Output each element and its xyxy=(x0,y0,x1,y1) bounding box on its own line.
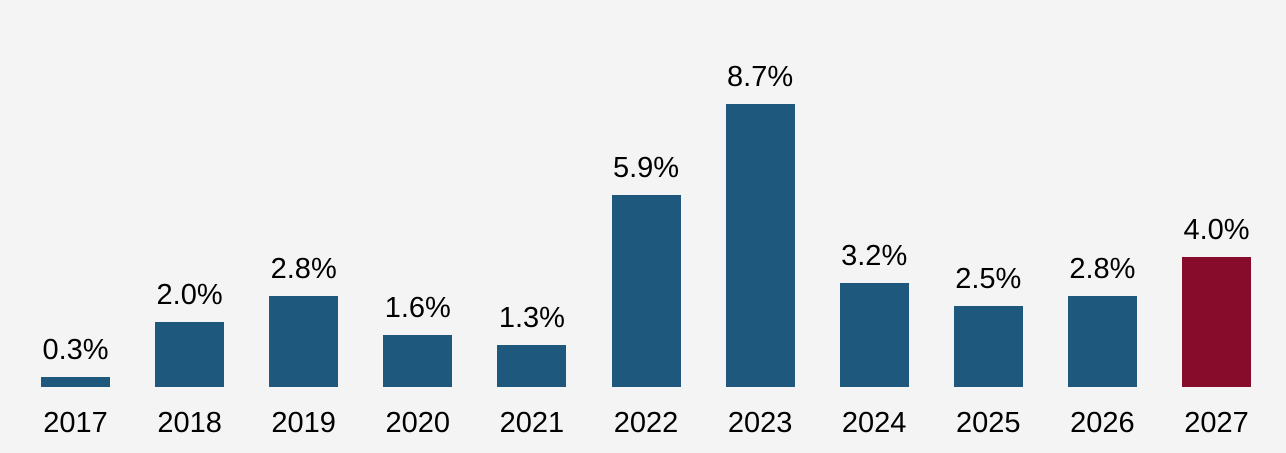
bar-value-label: 0.3% xyxy=(42,334,109,366)
bar-value-label: 3.2% xyxy=(841,240,908,272)
x-axis-label: 2020 xyxy=(385,407,451,439)
x-axis-label: 2025 xyxy=(956,407,1021,439)
bar-2017 xyxy=(41,377,110,387)
x-axis-label: 2023 xyxy=(727,407,793,439)
bar-2020 xyxy=(383,335,453,387)
x-axis-label: 2019 xyxy=(271,407,336,439)
bar-2026 xyxy=(1067,296,1137,387)
bar-2027 xyxy=(1182,257,1251,387)
x-axis-label: 2022 xyxy=(613,407,679,439)
bar-value-label: 4.0% xyxy=(1183,214,1250,246)
bar-value-label: 1.3% xyxy=(498,302,565,334)
x-axis-label: 2018 xyxy=(157,407,222,439)
bar-value-label: 5.9% xyxy=(612,152,680,184)
bar-2021 xyxy=(497,345,567,387)
bar-2023 xyxy=(725,104,795,387)
bar-value-label: 8.7% xyxy=(727,61,794,93)
bar-value-label: 2.8% xyxy=(270,253,337,285)
x-axis-label: 2026 xyxy=(1070,407,1135,439)
x-axis-label: 2027 xyxy=(1184,407,1249,439)
x-axis-label: 2021 xyxy=(499,407,565,439)
bar-value-label: 1.6% xyxy=(384,292,451,324)
bar-value-label: 2.0% xyxy=(156,279,223,311)
bar-value-label: 2.8% xyxy=(1069,253,1136,285)
bar-2018 xyxy=(155,322,225,387)
bar-2019 xyxy=(269,296,339,387)
x-axis-label: 2024 xyxy=(841,407,907,439)
bar-2024 xyxy=(839,283,909,387)
bar-value-label: 2.5% xyxy=(955,263,1022,295)
bar-2022 xyxy=(611,195,681,387)
x-axis-label: 2017 xyxy=(43,407,108,439)
bar-2025 xyxy=(953,306,1023,387)
